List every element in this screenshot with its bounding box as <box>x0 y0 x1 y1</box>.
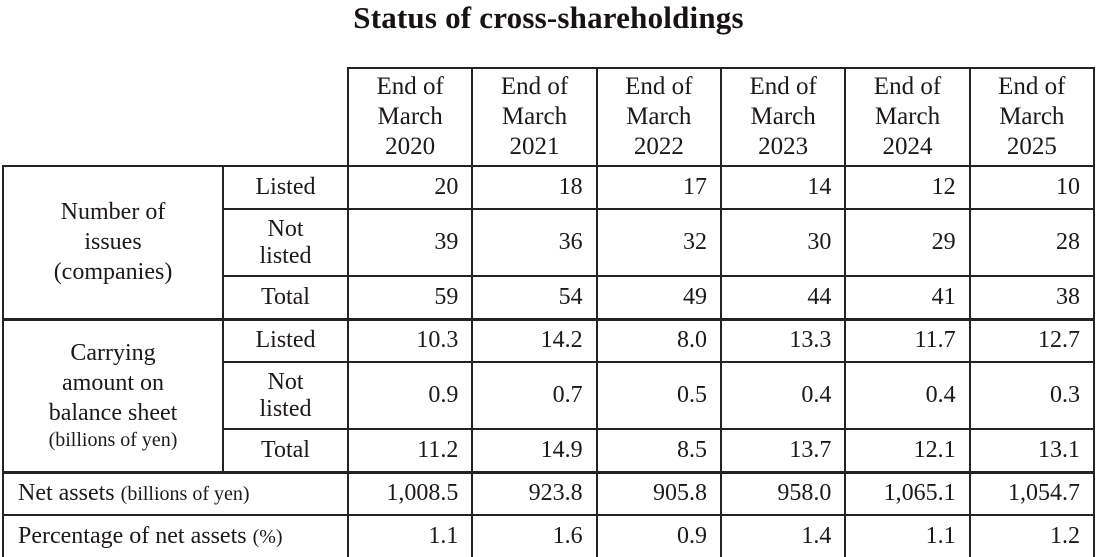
row-label-not-listed: Not listed <box>222 208 349 277</box>
row-label-percentage-net-assets: Percentage of net assets (%) <box>2 514 349 557</box>
row-label-not-listed: Not listed <box>222 361 349 430</box>
value-cell: 14.9 <box>471 428 598 473</box>
value-cell: 32 <box>595 208 722 277</box>
value-cell: 20 <box>346 165 474 210</box>
value-cell: 1.6 <box>471 514 598 557</box>
value-cell: 8.5 <box>595 428 722 473</box>
value-cell: 14 <box>719 165 847 210</box>
value-cell: 49 <box>595 275 722 320</box>
row-label-listed: Listed <box>222 317 349 363</box>
value-cell: 11.7 <box>844 317 971 363</box>
value-cell: 1,065.1 <box>844 470 971 516</box>
value-cell: 12 <box>844 165 971 210</box>
footer-label-text: Net assets <box>18 480 115 507</box>
table-row: Number of issues (companies) Listed 20 1… <box>2 165 1096 320</box>
cross-shareholdings-table: End of March 2020 End of March 2021 End … <box>2 67 1096 557</box>
value-cell: 1,054.7 <box>968 470 1096 516</box>
footer-label-unit: (%) <box>252 526 283 548</box>
value-cell: 38 <box>968 275 1096 320</box>
value-cell: 0.7 <box>471 361 598 430</box>
value-cell: 0.3 <box>968 361 1096 430</box>
row-label-listed: Listed <box>222 165 349 210</box>
value-cell: 54 <box>471 275 598 320</box>
table-row: Not listed 39 36 32 30 29 28 <box>3 208 1096 277</box>
value-cell: 14.2 <box>471 317 598 363</box>
table-row: Total 11.2 14.9 8.5 13.7 12.1 13.1 <box>3 428 1096 473</box>
value-cell: 10.3 <box>346 317 474 363</box>
value-cell: 905.8 <box>595 470 722 516</box>
group-label-unit: (billions of yen) <box>48 429 178 451</box>
column-header-2024: End of March 2024 <box>844 67 971 167</box>
value-cell: 28 <box>968 208 1096 277</box>
column-header-2025: End of March 2025 <box>968 67 1096 167</box>
footer-label-text: Percentage of net assets <box>18 523 247 549</box>
value-cell: 13.1 <box>968 428 1096 473</box>
value-cell: 0.9 <box>595 514 722 557</box>
value-cell: 10 <box>968 165 1096 210</box>
column-header-2022: End of March 2022 <box>595 67 722 167</box>
column-header-2021: End of March 2021 <box>471 67 598 167</box>
value-cell: 958.0 <box>719 470 847 516</box>
group-label-number-of-issues: Number of issues (companies) <box>2 165 224 320</box>
header-row: End of March 2020 End of March 2021 End … <box>3 67 1096 167</box>
value-cell: 44 <box>719 275 847 320</box>
value-cell: 12.7 <box>968 317 1096 363</box>
column-header-2020: End of March 2020 <box>346 67 474 167</box>
value-cell: 11.2 <box>346 428 474 473</box>
table-row: Not listed 0.9 0.7 0.5 0.4 0.4 0.3 <box>3 361 1096 430</box>
value-cell: 1,008.5 <box>346 470 474 516</box>
value-cell: 1.2 <box>968 514 1096 557</box>
value-cell: 923.8 <box>471 470 598 516</box>
value-cell: 12.1 <box>844 428 971 473</box>
value-cell: 17 <box>595 165 722 210</box>
value-cell: 1.4 <box>719 514 847 557</box>
group-label-text: Number of issues (companies) <box>53 199 173 286</box>
blank-corner-cell <box>3 68 348 166</box>
row-label-total: Total <box>222 275 349 320</box>
row-label-net-assets: Net assets (billions of yen) <box>2 470 349 516</box>
footer-label-unit: (billions of yen) <box>120 483 250 506</box>
value-cell: 39 <box>346 208 474 277</box>
value-cell: 0.5 <box>595 361 722 430</box>
value-cell: 30 <box>719 208 847 277</box>
value-cell: 59 <box>346 275 474 320</box>
value-cell: 8.0 <box>595 317 722 363</box>
value-cell: 36 <box>471 208 598 277</box>
value-cell: 0.4 <box>844 361 971 430</box>
value-cell: 1.1 <box>346 514 474 557</box>
value-cell: 1.1 <box>844 514 971 557</box>
table-row: Total 59 54 49 44 41 38 <box>3 275 1096 320</box>
value-cell: 0.4 <box>719 361 847 430</box>
column-header-2023: End of March 2023 <box>719 67 847 167</box>
row-label-total: Total <box>222 428 349 473</box>
group-label-text: Carrying amount on balance sheet <box>48 340 178 426</box>
table-row: Net assets (billions of yen) 1,008.5 923.… <box>2 470 1096 516</box>
table-row: Carrying amount on balance sheet (billio… <box>2 317 1096 473</box>
group-label-carrying-amount: Carrying amount on balance sheet (billio… <box>2 317 224 473</box>
value-cell: 29 <box>844 208 971 277</box>
page-title: Status of cross-shareholdings <box>353 0 744 35</box>
table-row: Percentage of net assets (%) 1.1 1.6 0.9 … <box>2 514 1096 557</box>
value-cell: 41 <box>844 275 971 320</box>
value-cell: 13.3 <box>719 317 847 363</box>
value-cell: 18 <box>471 165 598 210</box>
value-cell: 0.9 <box>346 361 474 430</box>
value-cell: 13.7 <box>719 428 847 473</box>
